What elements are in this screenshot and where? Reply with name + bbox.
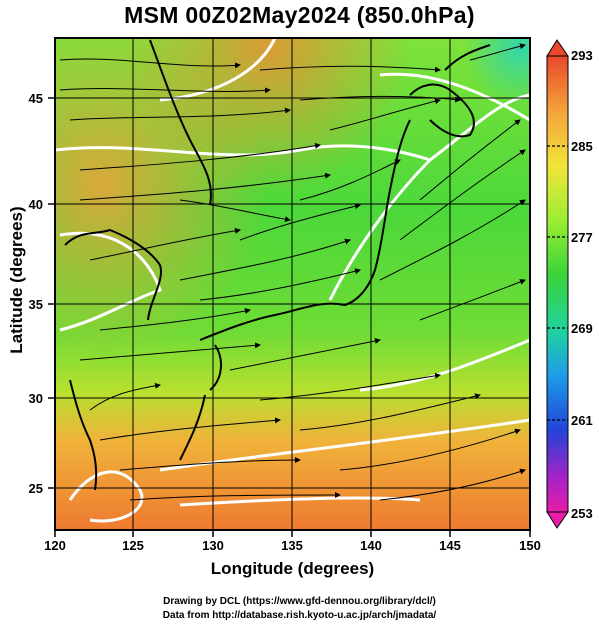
lon-tick-label: 125 [122, 538, 144, 553]
lat-tick-label: 25 [29, 481, 43, 496]
colorbar-label: 261 [571, 413, 593, 428]
map-plot-area [55, 38, 530, 530]
lon-tick-label: 135 [281, 538, 303, 553]
lat-tick-label: 35 [29, 297, 43, 312]
lon-tick-label: 120 [44, 538, 66, 553]
colorbar-label: 285 [571, 139, 593, 154]
graticule [55, 38, 530, 530]
x-axis-label: Longitude (degrees) [210, 559, 375, 578]
y-tick-marks [48, 97, 55, 489]
colorbar-gradient [546, 55, 569, 513]
coastlines [64, 39, 491, 491]
colorbar-label: 269 [571, 321, 593, 336]
colorbar-label: 277 [571, 230, 593, 245]
x-tick-marks [54, 530, 531, 537]
lat-tick-label: 40 [29, 197, 43, 212]
colorbar-label: 293 [571, 48, 593, 63]
drawing-credit: Drawing by DCL (https://www.gfd-dennou.o… [163, 596, 436, 607]
lat-tick-label: 45 [29, 91, 43, 106]
wind-streamlines [59, 43, 526, 501]
lon-tick-label: 145 [439, 538, 461, 553]
lat-tick-label: 30 [29, 391, 43, 406]
y-axis-label: Latitude (degrees) [7, 206, 26, 354]
lon-tick-label: 130 [202, 538, 224, 553]
map-title: MSM 00Z02May2024 (850.0hPa) [124, 2, 475, 28]
colorbar-label: 253 [571, 506, 593, 521]
colorbar: 293 285 277 269 261 253 [546, 39, 593, 529]
lon-tick-label: 150 [519, 538, 541, 553]
data-credit: Data from http://database.rish.kyoto-u.a… [162, 610, 437, 621]
lon-tick-label: 140 [360, 538, 382, 553]
colorbar-top-triangle [546, 39, 569, 57]
colorbar-bottom-triangle [546, 511, 569, 529]
